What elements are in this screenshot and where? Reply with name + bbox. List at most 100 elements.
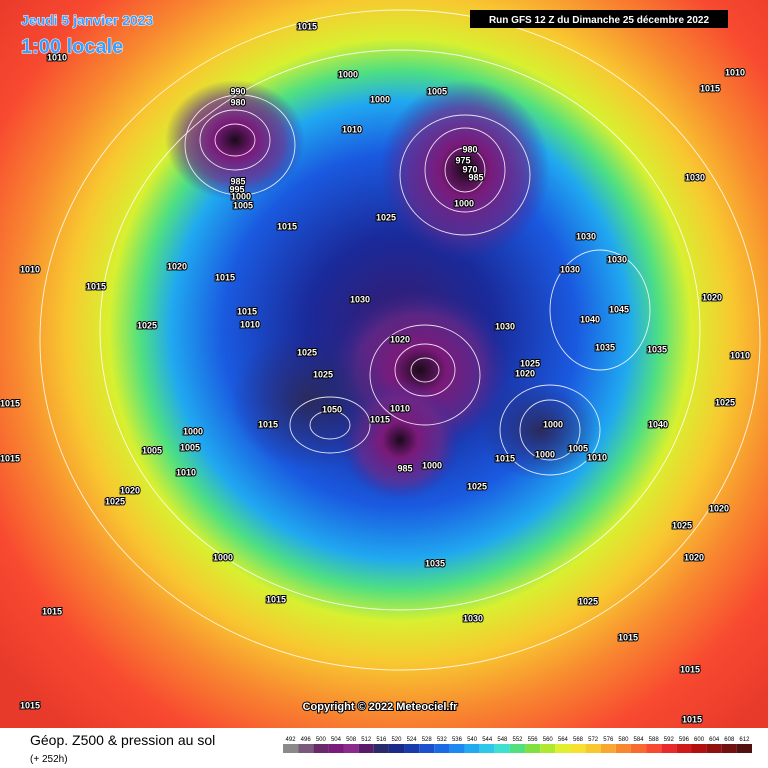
colorbar-cell xyxy=(721,744,737,753)
run-box xyxy=(470,10,728,28)
colorbar-label: 516 xyxy=(376,737,387,743)
colorbar-label: 600 xyxy=(694,737,705,743)
isobar-label: 1015 xyxy=(682,714,702,724)
colorbar-cell xyxy=(343,744,359,753)
colorbar-label: 544 xyxy=(482,737,493,743)
colorbar-cell xyxy=(736,744,752,753)
colorbar-cell xyxy=(373,744,389,753)
colorbar-label: 612 xyxy=(739,737,750,743)
colorbar-label: 492 xyxy=(286,737,297,743)
isobar-label: 1045 xyxy=(609,304,629,314)
isobar-label: 1020 xyxy=(515,368,535,378)
colorbar-label: 592 xyxy=(664,737,675,743)
isobar-label: 1030 xyxy=(560,264,580,274)
isobar-labels: 1015101010001005100099098010109809759709… xyxy=(0,20,751,725)
colorbar-cell xyxy=(388,744,405,753)
isobar-label: 1015 xyxy=(495,453,515,463)
isobar-label: 1015 xyxy=(618,632,638,642)
isobar-label: 985 xyxy=(397,463,412,473)
colorbar-cell xyxy=(646,744,662,753)
isobar-label: 1000 xyxy=(422,460,442,470)
isobar-label: 1010 xyxy=(20,264,40,274)
isobar-label: 990 xyxy=(230,86,245,96)
isobar-label: 1025 xyxy=(467,481,487,491)
colorbar-cell xyxy=(600,744,616,753)
colorbar: 492 496 500 504 508 512 516 520 524 528 532 536 540 5… xyxy=(283,737,752,753)
colorbar-label: 580 xyxy=(618,737,629,743)
isobar-label: 1025 xyxy=(376,212,396,222)
footer-title: Géop. Z500 & pression au sol xyxy=(30,732,215,748)
colorbar-cell xyxy=(706,744,722,753)
isobar-label: 1000 xyxy=(231,191,251,201)
colorbar-cell xyxy=(570,744,586,753)
isobar-label: 1010 xyxy=(587,452,607,462)
colorbar-label: 604 xyxy=(709,737,720,743)
isobar-label: 1005 xyxy=(568,443,588,453)
colorbar-label: 524 xyxy=(407,737,418,743)
isobar-label: 1015 xyxy=(277,221,297,231)
colorbar-label: 596 xyxy=(679,737,690,743)
isobar-label: 1000 xyxy=(370,94,390,104)
isobar-label: 1025 xyxy=(297,347,317,357)
colorbar-label: 564 xyxy=(558,737,569,743)
colorbar-cell xyxy=(494,744,510,753)
colorbar-label: 532 xyxy=(437,737,448,743)
colorbar-cell xyxy=(358,744,374,753)
isobar-label: 980 xyxy=(230,97,245,107)
isobar-label: 1025 xyxy=(520,358,540,368)
isobar-label: 1010 xyxy=(240,319,260,329)
isobar-label: 1015 xyxy=(266,594,286,604)
isobar-label: 1040 xyxy=(580,314,600,324)
isobar-label: 975 xyxy=(455,155,470,165)
isobar-label: 1000 xyxy=(213,552,233,562)
colorbar-label: 520 xyxy=(391,737,402,743)
copyright: Copyright © 2022 Meteociel.fr xyxy=(303,701,459,713)
isobar-label: 1015 xyxy=(700,83,720,93)
colorbar-cell xyxy=(691,744,707,753)
isobar-label: 1010 xyxy=(47,52,67,62)
colorbar-cell xyxy=(585,744,601,753)
isobar-label: 1000 xyxy=(535,449,555,459)
isobar-label: 1050 xyxy=(322,404,342,414)
isobar-label: 1025 xyxy=(715,397,735,407)
isobar-label: 1020 xyxy=(120,485,140,495)
isobar-label: 1025 xyxy=(137,320,157,330)
isobar-label: 1040 xyxy=(648,419,668,429)
isobar-label: 985 xyxy=(468,172,483,182)
colorbar-label: 548 xyxy=(497,737,508,743)
isobar-label: 1015 xyxy=(20,700,40,710)
isobar-label: 1010 xyxy=(342,124,362,134)
isobar-label: 985 xyxy=(230,176,245,186)
isobar-label: 1015 xyxy=(0,398,20,408)
colorbar-cell xyxy=(540,744,556,753)
colorbar-label: 556 xyxy=(528,737,539,743)
isobar-label: 1025 xyxy=(578,596,598,606)
isobar-label: 1015 xyxy=(258,419,278,429)
isobar-label: 1030 xyxy=(495,321,515,331)
colorbar-cell xyxy=(464,744,480,753)
date: Jeudi 5 janvier 2023 xyxy=(21,12,154,28)
colorbar-cell xyxy=(434,744,450,753)
time: 1:00 locale xyxy=(21,36,123,58)
isobar-label: 1015 xyxy=(0,453,20,463)
isobar-label: 1030 xyxy=(350,294,370,304)
run-info: Run GFS 12 Z du Dimanche 25 décembre 202… xyxy=(489,15,710,26)
isobar-label: 1000 xyxy=(454,198,474,208)
colorbar-label: 496 xyxy=(301,737,312,743)
isobar-label: 1015 xyxy=(237,306,257,316)
isobar-label: 980 xyxy=(462,144,477,154)
colorbar-label: 584 xyxy=(634,737,645,743)
colorbar-cell xyxy=(615,744,631,753)
isobar-label: 1025 xyxy=(105,496,125,506)
colorbar-cell xyxy=(630,744,647,753)
isobar-label: 1035 xyxy=(425,558,445,568)
isobar-label: 1015 xyxy=(680,664,700,674)
isobar-label: 1015 xyxy=(215,272,235,282)
isobar-label: 1020 xyxy=(702,292,722,302)
colorbar-label: 536 xyxy=(452,737,463,743)
isobar-label: 1020 xyxy=(709,503,729,513)
isobar-label: 1035 xyxy=(647,344,667,354)
colorbar-cell xyxy=(555,744,571,753)
isobar-label: 1030 xyxy=(463,613,483,623)
